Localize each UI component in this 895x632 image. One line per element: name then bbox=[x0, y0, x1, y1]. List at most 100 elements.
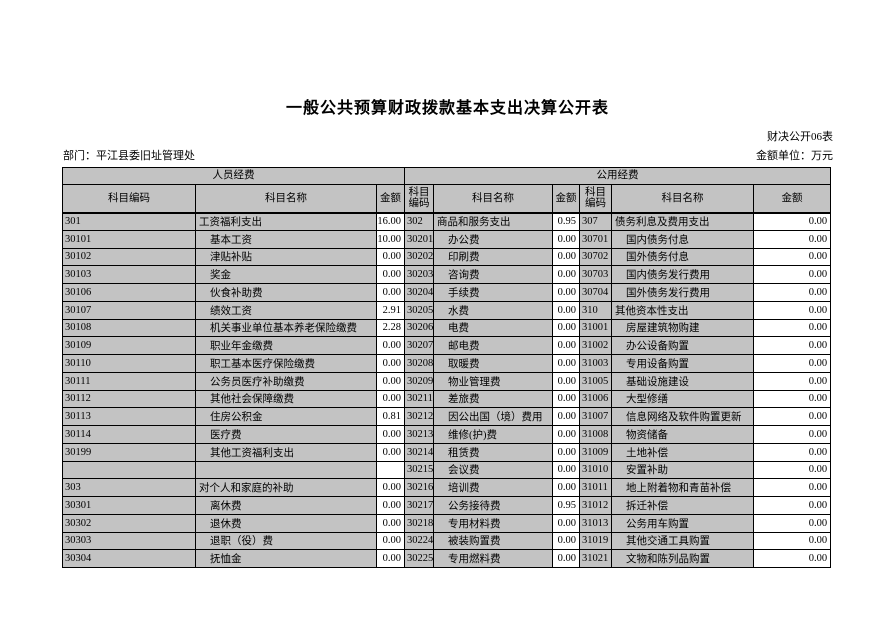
amount-cell: 0.00 bbox=[375, 442, 406, 462]
code-cell: 30215 bbox=[404, 460, 435, 480]
amount-cell: 0.00 bbox=[552, 318, 581, 338]
name-cell: 其他资本性支出 bbox=[611, 300, 755, 320]
code-cell: 31009 bbox=[579, 442, 613, 462]
code-cell: 30702 bbox=[579, 247, 613, 267]
amount-cell: 0.00 bbox=[753, 478, 832, 497]
amount-cell: 0.95 bbox=[552, 212, 581, 231]
code-cell: 301 bbox=[62, 212, 196, 231]
code-cell: 30103 bbox=[62, 265, 196, 284]
amount-cell: 0.00 bbox=[753, 283, 832, 302]
amount-cell: 0.00 bbox=[552, 229, 581, 249]
name-cell: 印刷费 bbox=[433, 247, 554, 267]
name-cell: 工资福利支出 bbox=[195, 212, 377, 231]
name-cell: 物资储备 bbox=[611, 425, 755, 444]
amount-cell: 0.00 bbox=[375, 354, 406, 373]
table-row: 30302 退休费 0.00 30218 专用材料费 0.00 31013 公务用车购置 0.0… bbox=[62, 513, 832, 533]
amount-cell: 0.00 bbox=[552, 460, 581, 480]
code-cell: 31003 bbox=[579, 354, 613, 373]
code-cell: 30209 bbox=[404, 371, 435, 391]
amount-cell: 0.00 bbox=[375, 513, 406, 533]
code-cell: 31013 bbox=[579, 513, 613, 533]
column-header-row: 科目编码 科目名称 金额 科目编码 科目名称 金额 科目编码 科目名称 金额 bbox=[62, 184, 832, 214]
form-number: 财决公开06表 bbox=[767, 131, 833, 143]
column-header-code-1: 科目编码 bbox=[62, 184, 196, 214]
amount-cell: 0.81 bbox=[375, 407, 406, 426]
amount-cell: 0.00 bbox=[753, 265, 832, 284]
name-cell: 维修(护)费 bbox=[433, 425, 554, 444]
amount-cell: 0.00 bbox=[753, 389, 832, 409]
code-cell: 30199 bbox=[62, 442, 196, 462]
amount-cell: 0.00 bbox=[375, 336, 406, 355]
column-header-name-3: 科目名称 bbox=[611, 184, 755, 214]
amount-cell: 0.00 bbox=[375, 531, 406, 551]
amount-cell: 0.00 bbox=[375, 389, 406, 409]
name-cell: 水费 bbox=[433, 300, 554, 320]
amount-cell: 0.00 bbox=[753, 371, 832, 391]
name-cell: 住房公积金 bbox=[195, 407, 377, 426]
code-cell bbox=[62, 460, 196, 480]
amount-cell: 0.00 bbox=[375, 425, 406, 444]
amount-cell: 2.28 bbox=[375, 318, 406, 338]
name-cell: 租赁费 bbox=[433, 442, 554, 462]
amount-cell: 0.00 bbox=[552, 478, 581, 497]
amount-cell: 16.00 bbox=[375, 212, 406, 231]
name-cell: 国内债务付息 bbox=[611, 229, 755, 249]
name-cell: 信息网络及软件购置更新 bbox=[611, 407, 755, 426]
table-row: 30106 伙食补助费 0.00 30204 手续费 0.00 30704 国外债务发行费用 0… bbox=[62, 283, 832, 302]
name-cell: 房屋建筑物购建 bbox=[611, 318, 755, 338]
table-row: 30113 住房公积金 0.81 30212 因公出国（境）费用 0.00 31007 信息网… bbox=[62, 407, 832, 426]
amount-cell: 0.00 bbox=[552, 354, 581, 373]
name-cell: 办公费 bbox=[433, 229, 554, 249]
amount-cell: 0.00 bbox=[375, 478, 406, 497]
amount-cell: 0.00 bbox=[552, 389, 581, 409]
code-cell: 30101 bbox=[62, 229, 196, 249]
code-cell: 30704 bbox=[579, 283, 613, 302]
table-row: 30107 绩效工资 2.91 30205 水费 0.00 310 其他资本性支出 0.00 bbox=[62, 300, 832, 320]
name-cell: 专用燃料费 bbox=[433, 549, 554, 568]
amount-cell: 0.00 bbox=[375, 496, 406, 515]
column-header-amount-2: 金额 bbox=[552, 184, 581, 214]
code-cell: 31010 bbox=[579, 460, 613, 480]
code-cell: 30701 bbox=[579, 229, 613, 249]
name-cell: 专用设备购置 bbox=[611, 354, 755, 373]
amount-cell bbox=[375, 460, 406, 480]
amount-cell: 0.00 bbox=[552, 531, 581, 551]
code-cell: 30108 bbox=[62, 318, 196, 338]
name-cell: 手续费 bbox=[433, 283, 554, 302]
table-row: 301 工资福利支出 16.00 302 商品和服务支出 0.95 307 债务利息及费用支出… bbox=[62, 212, 832, 231]
name-cell: 国内债务发行费用 bbox=[611, 265, 755, 284]
code-cell: 30301 bbox=[62, 496, 196, 515]
amount-cell: 10.00 bbox=[375, 229, 406, 249]
name-cell: 会议费 bbox=[433, 460, 554, 480]
code-cell: 30107 bbox=[62, 300, 196, 320]
amount-cell: 0.00 bbox=[753, 531, 832, 551]
amount-cell: 0.00 bbox=[552, 247, 581, 267]
amount-cell: 0.00 bbox=[552, 549, 581, 568]
name-cell: 大型修缮 bbox=[611, 389, 755, 409]
code-cell: 30703 bbox=[579, 265, 613, 284]
code-cell: 31012 bbox=[579, 496, 613, 515]
table-row: 30215 会议费 0.00 31010 安置补助 0.00 bbox=[62, 460, 832, 480]
table-row: 30303 退职（役）费 0.00 30224 被装购置费 0.00 31019 其他交通工具… bbox=[62, 531, 832, 551]
table-row: 30301 离休费 0.00 30217 公务接待费 0.95 31012 拆迁补偿 0.00 bbox=[62, 496, 832, 515]
table-row: 30102 津贴补贴 0.00 30202 印刷费 0.00 30702 国外债务付息 0.00 bbox=[62, 247, 832, 267]
amount-cell: 0.00 bbox=[753, 336, 832, 355]
name-cell: 土地补偿 bbox=[611, 442, 755, 462]
column-header-amount-3: 金额 bbox=[753, 184, 832, 214]
amount-cell: 0.00 bbox=[375, 265, 406, 284]
name-cell: 因公出国（境）费用 bbox=[433, 407, 554, 426]
amount-cell: 0.00 bbox=[753, 247, 832, 267]
name-cell: 电费 bbox=[433, 318, 554, 338]
name-cell: 文物和陈列品购置 bbox=[611, 549, 755, 568]
column-header-code-3: 科目编码 bbox=[579, 184, 613, 214]
code-cell: 31021 bbox=[579, 549, 613, 568]
code-cell: 31007 bbox=[579, 407, 613, 426]
amount-cell: 0.95 bbox=[552, 496, 581, 515]
amount-cell: 0.00 bbox=[753, 318, 832, 338]
name-cell: 被装购置费 bbox=[433, 531, 554, 551]
name-cell: 国外债务付息 bbox=[611, 247, 755, 267]
amount-unit-label: 金额单位：万元 bbox=[756, 150, 833, 162]
name-cell: 地上附着物和青苗补偿 bbox=[611, 478, 755, 497]
amount-cell: 0.00 bbox=[375, 283, 406, 302]
